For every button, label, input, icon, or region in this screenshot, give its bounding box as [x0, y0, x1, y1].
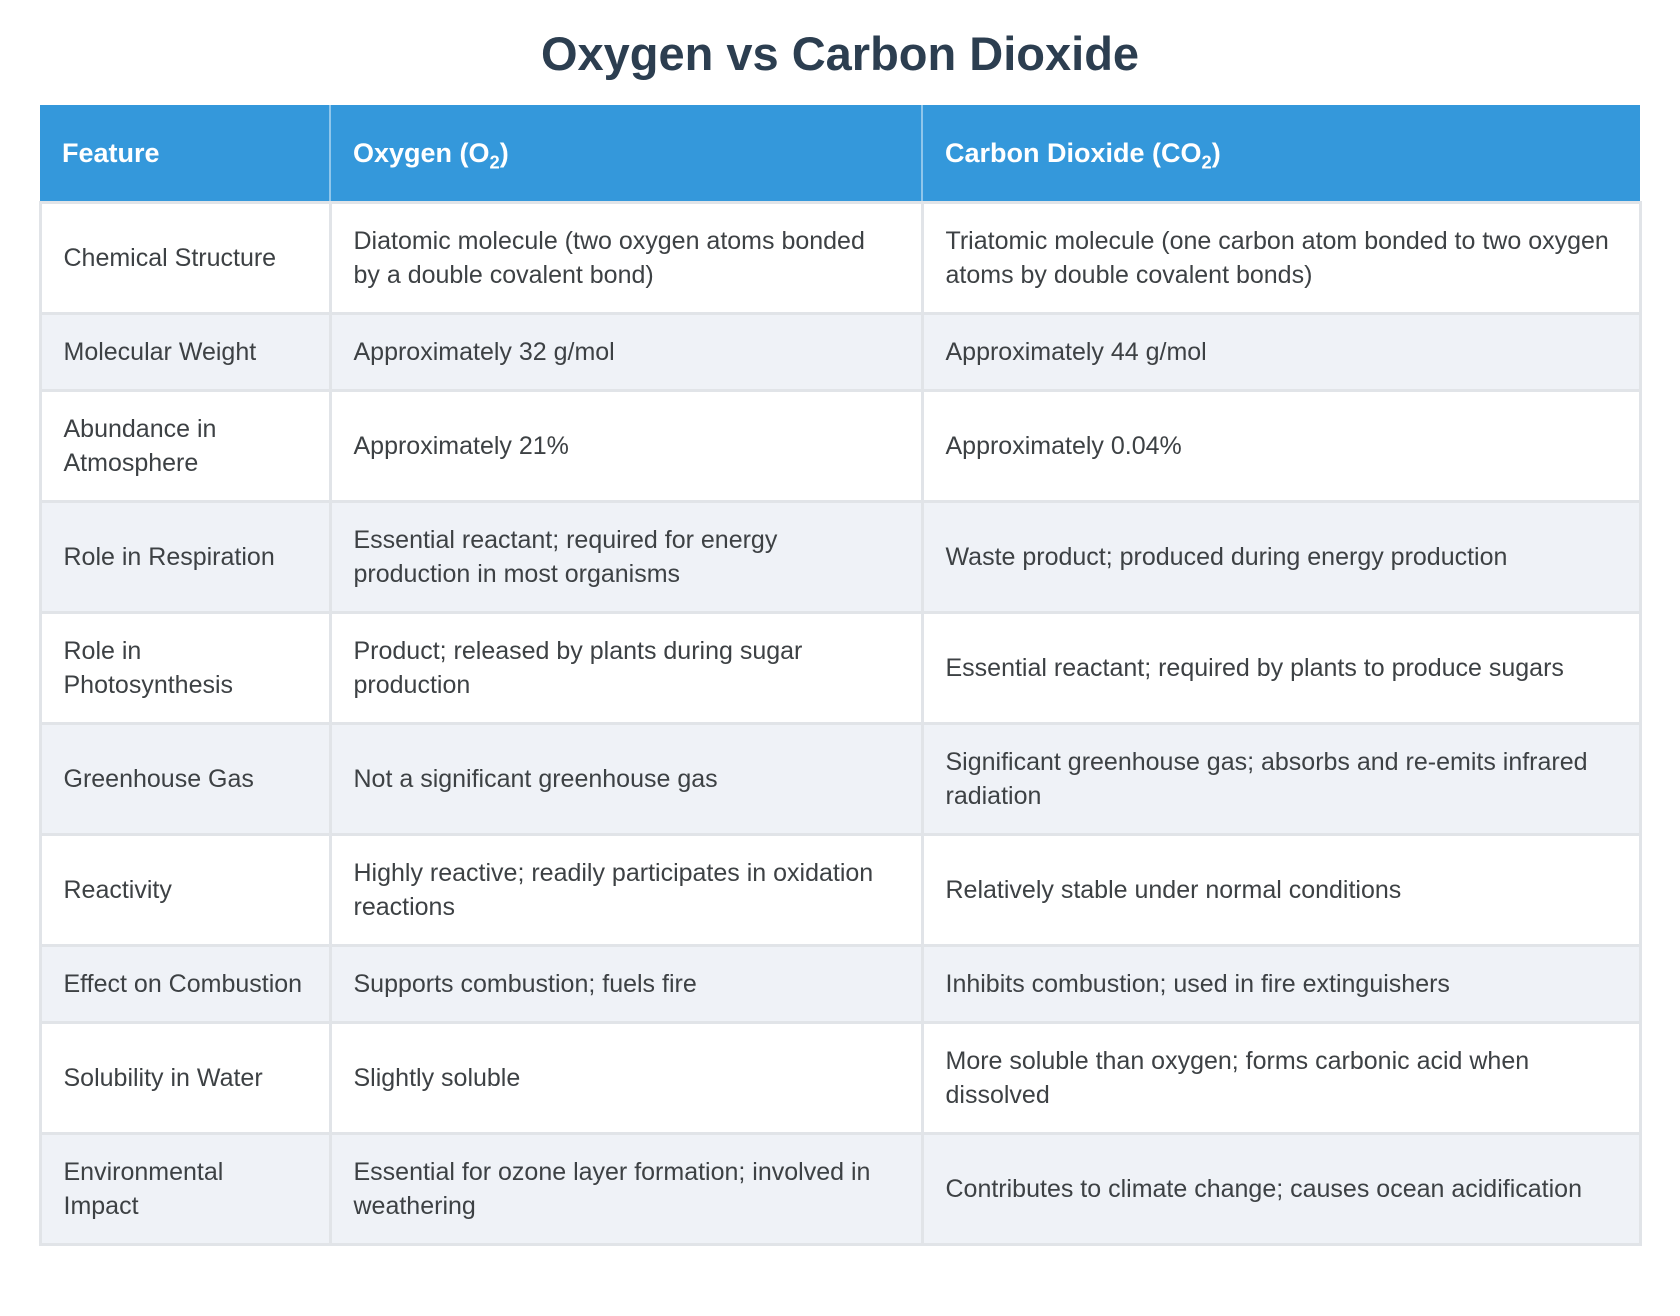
oxygen-cell: Product; released by plants during sugar…: [328, 611, 924, 725]
co2-cell: Essential reactant; required by plants t…: [920, 611, 1642, 725]
co2-cell: Approximately 0.04%: [920, 389, 1642, 503]
table-row: Greenhouse Gas Not a significant greenho…: [38, 722, 1642, 836]
oxygen-cell: Diatomic molecule (two oxygen atoms bond…: [328, 201, 924, 315]
page-title: Oxygen vs Carbon Dioxide: [540, 27, 1140, 80]
header-co2-text: Carbon Dioxide (CO: [945, 138, 1202, 168]
oxygen-cell: Approximately 32 g/mol: [328, 312, 924, 392]
table-row: Role in Respiration Essential reactant; …: [38, 500, 1642, 614]
feature-cell: Effect on Combustion: [38, 944, 332, 1024]
oxygen-cell: Slightly soluble: [328, 1021, 924, 1135]
table-row: Environmental Impact Essential for ozone…: [38, 1132, 1642, 1246]
table-row: Effect on Combustion Supports combustion…: [38, 944, 1642, 1024]
feature-cell: Environmental Impact: [38, 1132, 332, 1246]
oxygen-cell: Supports combustion; fuels fire: [328, 944, 924, 1024]
header-co2: Carbon Dioxide (CO2): [921, 105, 1640, 203]
table-row: Chemical Structure Diatomic molecule (tw…: [38, 201, 1642, 315]
table-row: Molecular Weight Approximately 32 g/mol …: [38, 312, 1642, 392]
co2-cell: More soluble than oxygen; forms carbonic…: [920, 1021, 1642, 1135]
co2-cell: Triatomic molecule (one carbon atom bond…: [920, 201, 1642, 315]
co2-cell: Significant greenhouse gas; absorbs and …: [920, 722, 1642, 836]
oxygen-cell: Essential for ozone layer formation; inv…: [328, 1132, 924, 1246]
co2-cell: Relatively stable under normal condition…: [920, 833, 1642, 947]
header-co2-text-end: ): [1211, 138, 1221, 168]
co2-cell: Contributes to climate change; causes oc…: [920, 1132, 1642, 1246]
feature-cell: Chemical Structure: [38, 201, 332, 315]
header-oxygen: Oxygen (O2): [329, 105, 922, 203]
co2-cell: Inhibits combustion; used in fire exting…: [920, 944, 1642, 1024]
header-co2-subscript: 2: [1201, 151, 1212, 173]
table-row: Solubility in Water Slightly soluble Mor…: [38, 1021, 1642, 1135]
feature-cell: Role in Respiration: [38, 500, 332, 614]
page: Oxygen vs Carbon Dioxide Feature Oxygen …: [38, 27, 1642, 1246]
header-oxygen-text-end: ): [499, 138, 509, 168]
feature-cell: Greenhouse Gas: [38, 722, 332, 836]
feature-cell: Solubility in Water: [38, 1021, 332, 1135]
feature-cell: Role in Photosynthesis: [38, 611, 332, 725]
table-row: Reactivity Highly reactive; readily part…: [38, 833, 1642, 947]
comparison-table: Feature Oxygen (O2) Carbon Dioxide (CO2)…: [38, 105, 1642, 1246]
oxygen-cell: Essential reactant; required for energy …: [328, 500, 924, 614]
feature-cell: Molecular Weight: [38, 312, 332, 392]
table-row: Abundance in Atmosphere Approximately 21…: [38, 389, 1642, 503]
oxygen-cell: Not a significant greenhouse gas: [328, 722, 924, 836]
feature-cell: Abundance in Atmosphere: [38, 389, 332, 503]
header-oxygen-subscript: 2: [489, 151, 500, 173]
co2-cell: Waste product; produced during energy pr…: [920, 500, 1642, 614]
table-row: Role in Photosynthesis Product; released…: [38, 611, 1642, 725]
oxygen-cell: Highly reactive; readily participates in…: [328, 833, 924, 947]
header-feature: Feature: [40, 105, 330, 203]
header-row: Feature Oxygen (O2) Carbon Dioxide (CO2): [40, 105, 1640, 203]
oxygen-cell: Approximately 21%: [328, 389, 924, 503]
header-oxygen-text: Oxygen (O: [353, 138, 490, 168]
feature-cell: Reactivity: [38, 833, 332, 947]
co2-cell: Approximately 44 g/mol: [920, 312, 1642, 392]
